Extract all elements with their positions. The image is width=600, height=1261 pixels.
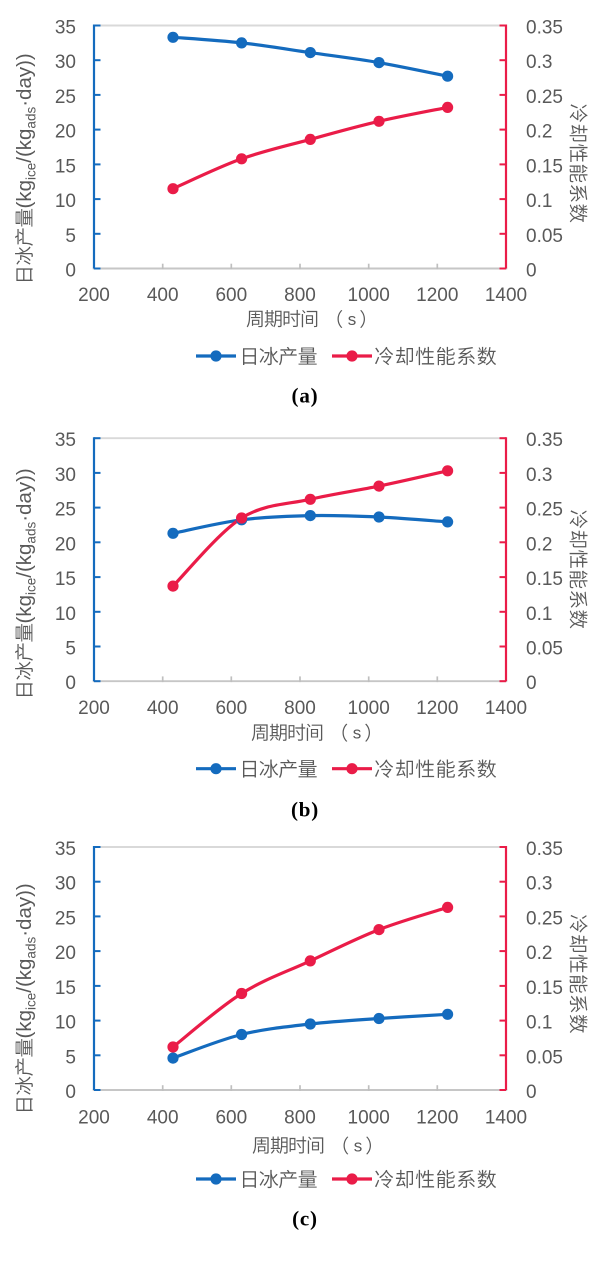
svg-text:0.1: 0.1	[526, 604, 552, 625]
svg-text:30: 30	[55, 465, 76, 486]
svg-text:(kgice/(kgads·day)): (kgice/(kgads·day))	[13, 53, 39, 208]
svg-text:1400: 1400	[485, 1107, 527, 1128]
svg-text:0.25: 0.25	[526, 500, 563, 521]
svg-text:400: 400	[147, 285, 179, 306]
svg-text:10: 10	[55, 1013, 76, 1034]
svg-text:1200: 1200	[416, 285, 458, 306]
svg-text:30: 30	[55, 52, 76, 73]
svg-text:1000: 1000	[348, 1107, 390, 1128]
svg-text:0: 0	[65, 673, 76, 694]
svg-text:1400: 1400	[485, 285, 527, 306]
svg-text:15: 15	[55, 156, 76, 177]
svg-text:600: 600	[215, 1107, 247, 1128]
svg-text:s: s	[354, 1136, 363, 1155]
svg-text:30: 30	[55, 874, 76, 895]
svg-text:(a): (a)	[292, 384, 319, 408]
svg-text:25: 25	[55, 500, 76, 521]
svg-text:0.15: 0.15	[526, 156, 563, 177]
svg-text:s: s	[348, 310, 357, 329]
svg-text:200: 200	[78, 698, 110, 719]
svg-text:0.1: 0.1	[526, 1013, 552, 1034]
svg-text:0: 0	[526, 1082, 537, 1103]
svg-text:(b): (b)	[291, 798, 319, 822]
svg-text:800: 800	[284, 1107, 316, 1128]
svg-text:10: 10	[55, 604, 76, 625]
svg-text:0.1: 0.1	[526, 191, 552, 212]
svg-text:0.3: 0.3	[526, 465, 552, 486]
svg-text:400: 400	[147, 1107, 179, 1128]
svg-text:600: 600	[215, 285, 247, 306]
svg-text:600: 600	[215, 698, 247, 719]
svg-text:0.15: 0.15	[526, 978, 563, 999]
svg-text:5: 5	[65, 639, 76, 660]
svg-text:(c): (c)	[292, 1207, 318, 1231]
svg-text:35: 35	[55, 839, 76, 860]
svg-text:25: 25	[55, 908, 76, 929]
svg-text:800: 800	[284, 285, 316, 306]
svg-text:0.25: 0.25	[526, 87, 563, 108]
svg-text:20: 20	[55, 534, 76, 555]
svg-text:0.15: 0.15	[526, 569, 563, 590]
svg-text:5: 5	[65, 226, 76, 247]
svg-text:s: s	[353, 724, 362, 743]
svg-text:0: 0	[526, 261, 537, 282]
svg-text:1000: 1000	[348, 698, 390, 719]
svg-text:5: 5	[65, 1047, 76, 1068]
svg-text:0.05: 0.05	[526, 1047, 563, 1068]
svg-text:0: 0	[526, 673, 537, 694]
svg-text:1000: 1000	[348, 285, 390, 306]
svg-text:0.2: 0.2	[526, 943, 552, 964]
svg-text:20: 20	[55, 122, 76, 143]
svg-text:35: 35	[55, 18, 76, 39]
svg-text:35: 35	[55, 430, 76, 451]
svg-text:800: 800	[284, 698, 316, 719]
svg-text:0.2: 0.2	[526, 122, 552, 143]
svg-text:0: 0	[65, 1082, 76, 1103]
svg-text:(kgice/(kgads·day)): (kgice/(kgads·day))	[13, 468, 39, 623]
svg-text:15: 15	[55, 569, 76, 590]
svg-text:0.25: 0.25	[526, 908, 563, 929]
svg-text:1200: 1200	[416, 698, 458, 719]
svg-text:0.3: 0.3	[526, 52, 552, 73]
svg-text:(kgice/(kgads·day)): (kgice/(kgads·day))	[13, 883, 39, 1038]
svg-text:200: 200	[78, 285, 110, 306]
svg-text:0.35: 0.35	[526, 18, 563, 39]
svg-text:1400: 1400	[485, 698, 527, 719]
svg-text:0.05: 0.05	[526, 226, 563, 247]
svg-text:400: 400	[147, 698, 179, 719]
svg-text:0.05: 0.05	[526, 639, 563, 660]
svg-text:0: 0	[65, 261, 76, 282]
svg-text:10: 10	[55, 191, 76, 212]
svg-text:0.35: 0.35	[526, 430, 563, 451]
svg-text:0.3: 0.3	[526, 874, 552, 895]
svg-text:20: 20	[55, 943, 76, 964]
svg-text:1200: 1200	[416, 1107, 458, 1128]
svg-text:200: 200	[78, 1107, 110, 1128]
svg-text:0.35: 0.35	[526, 839, 563, 860]
svg-text:0.2: 0.2	[526, 534, 552, 555]
svg-text:25: 25	[55, 87, 76, 108]
svg-text:15: 15	[55, 978, 76, 999]
